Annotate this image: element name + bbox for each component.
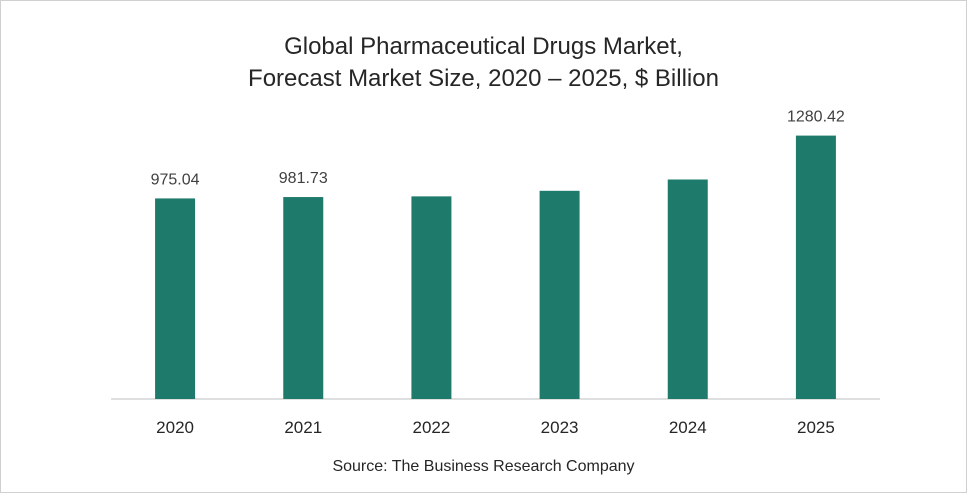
bar-2021	[283, 197, 324, 399]
x-tick-label-2025: 2025	[797, 418, 835, 437]
bar-2023	[539, 190, 580, 399]
source-note: Source: The Business Research Company	[332, 458, 635, 475]
chart-title: Global Pharmaceutical Drugs Market, Fore…	[1, 31, 966, 95]
data-label-2020: 975.04	[151, 171, 200, 188]
x-tick-label-2020: 2020	[156, 418, 194, 437]
data-label-2021: 981.73	[279, 170, 328, 187]
bar-2020	[155, 198, 196, 399]
x-tick-label-2022: 2022	[413, 418, 451, 437]
bar-2022	[411, 196, 452, 399]
data-label-2025: 1280.42	[787, 109, 845, 126]
x-tick-label-2021: 2021	[284, 418, 322, 437]
bar-2025	[795, 135, 836, 400]
x-tick-label-2024: 2024	[669, 418, 707, 437]
chart-title-line-1: Global Pharmaceutical Drugs Market,	[284, 33, 683, 60]
chart-title-line-2: Forecast Market Size, 2020 – 2025, $ Bil…	[248, 65, 719, 92]
x-tick-label-2023: 2023	[541, 418, 579, 437]
bar-2024	[667, 179, 708, 399]
